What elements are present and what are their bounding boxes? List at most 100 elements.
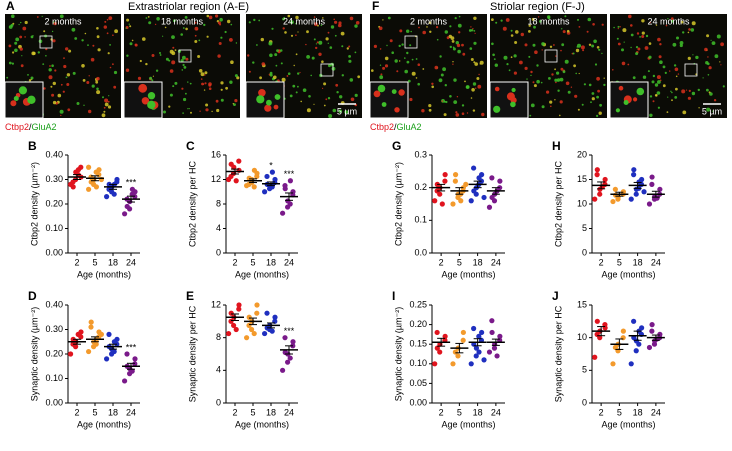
signal-dot	[588, 43, 592, 46]
signal-dot	[617, 28, 619, 30]
y-axis-label: Synaptic density (µm⁻²)	[393, 307, 403, 401]
signal-dot	[106, 32, 109, 35]
data-point	[246, 175, 252, 181]
signal-dot	[199, 110, 201, 112]
data-point	[251, 167, 257, 173]
signal-dot	[14, 41, 18, 45]
signal-dot	[19, 35, 23, 39]
signal-dot	[74, 37, 78, 40]
signal-dot	[96, 87, 99, 91]
x-tick-label: 18	[473, 407, 483, 417]
signal-dot	[720, 64, 722, 66]
signal-dot	[578, 26, 581, 28]
signal-dot	[306, 30, 309, 34]
signal-dot	[103, 110, 106, 113]
signal-dot	[354, 93, 358, 97]
signal-dot	[232, 103, 234, 105]
inset-dot	[266, 99, 272, 106]
significance: ***	[284, 169, 295, 179]
signal-dot	[453, 78, 457, 82]
signal-dot	[681, 89, 686, 94]
data-point	[471, 165, 477, 171]
signal-dot	[449, 45, 452, 49]
signal-dot	[551, 73, 554, 76]
signal-dot	[560, 49, 562, 52]
signal-dot	[592, 23, 595, 26]
signal-dot	[211, 110, 213, 113]
x-tick-label: 18	[266, 407, 276, 417]
signal-dot	[335, 83, 339, 87]
data-point	[649, 328, 655, 334]
signal-dot	[230, 60, 234, 64]
y-tick-label: 10	[577, 198, 587, 208]
signal-dot	[295, 53, 298, 56]
data-point	[631, 172, 637, 178]
signal-dot	[665, 24, 668, 27]
signal-dot	[659, 60, 663, 64]
signal-dot	[677, 73, 680, 75]
signal-dot	[206, 35, 209, 38]
signal-dot	[436, 38, 439, 41]
signal-dot	[109, 44, 111, 46]
signal-dot	[506, 63, 509, 66]
panel-label: E	[186, 289, 194, 303]
data-point	[468, 198, 474, 204]
signal-dot	[341, 74, 344, 77]
signal-dot	[203, 74, 206, 76]
signal-dot	[198, 39, 201, 42]
signal-dot	[81, 39, 84, 42]
signal-dot	[711, 41, 716, 45]
x-axis-label: Age (months)	[77, 269, 131, 279]
signal-dot	[532, 81, 535, 84]
data-point	[473, 345, 480, 351]
signal-dot	[505, 18, 510, 22]
data-point	[226, 330, 232, 337]
signal-dot	[323, 104, 326, 107]
signal-dot	[635, 52, 639, 56]
signal-dot	[92, 44, 95, 47]
signal-dot	[421, 109, 425, 113]
signal-dot	[445, 100, 448, 104]
data-point	[111, 348, 117, 355]
y-tick-label: 8	[216, 198, 221, 208]
data-point	[594, 172, 600, 178]
signal-dot	[295, 23, 297, 25]
signal-dot	[88, 75, 90, 77]
signal-dot	[716, 34, 721, 39]
signal-dot	[457, 49, 461, 54]
signal-dot	[299, 71, 301, 74]
signal-dot	[473, 61, 476, 64]
data-point	[251, 184, 257, 190]
data-point	[486, 349, 493, 355]
signal-dot	[183, 97, 187, 102]
signal-dot	[382, 19, 384, 21]
signal-dot	[43, 87, 46, 90]
inset-dot	[256, 95, 265, 104]
signal-dot	[159, 52, 161, 54]
data-point	[264, 310, 270, 316]
signal-dot	[236, 76, 240, 80]
signal-dot	[269, 73, 273, 77]
scale-label: 5 µm	[702, 106, 722, 116]
signal-dot	[194, 21, 197, 24]
signal-dot	[666, 111, 669, 113]
data-point	[610, 361, 616, 367]
signal-dot	[675, 87, 678, 91]
signal-dot	[453, 100, 458, 104]
signal-dot	[434, 65, 439, 70]
signal-dot	[687, 96, 692, 100]
signal-dot	[651, 80, 655, 84]
signal-dot	[87, 44, 89, 46]
signal-dot	[680, 20, 684, 24]
signal-dot	[720, 42, 724, 47]
signal-dot	[690, 28, 695, 32]
data-point	[132, 356, 138, 362]
signal-dot	[41, 15, 43, 17]
inset-dot	[493, 105, 501, 113]
signal-dot	[76, 102, 80, 105]
inset-dot	[13, 96, 19, 101]
signal-dot	[275, 64, 278, 67]
signal-dot	[639, 36, 641, 38]
data-point	[612, 344, 618, 351]
signal-dot	[194, 34, 197, 37]
